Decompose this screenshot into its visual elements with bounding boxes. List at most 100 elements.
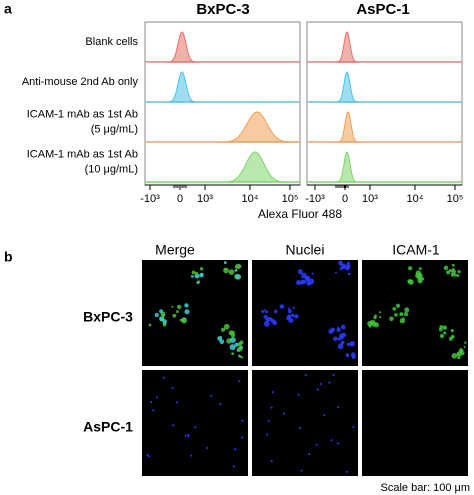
nucleus	[352, 426, 355, 429]
cell	[229, 344, 236, 351]
cell	[439, 333, 445, 339]
nucleus	[271, 391, 274, 394]
nucleus	[190, 454, 193, 457]
cell	[438, 327, 443, 332]
nucleus	[266, 433, 269, 436]
cell	[270, 318, 275, 324]
nucleus	[270, 406, 273, 409]
cell	[194, 271, 199, 276]
cell	[347, 261, 351, 264]
histogram-peak	[334, 31, 360, 63]
cell	[379, 311, 382, 314]
column-title: ICAM-1	[392, 242, 440, 258]
cell	[347, 272, 351, 276]
nucleus	[241, 419, 244, 422]
cell	[305, 277, 310, 282]
cell	[456, 353, 460, 356]
nucleus	[241, 436, 244, 439]
column-title: Merge	[155, 242, 195, 258]
cell	[457, 270, 461, 274]
cell	[336, 327, 341, 332]
cell	[190, 274, 194, 278]
nucleus	[315, 443, 318, 446]
cell	[171, 305, 174, 308]
cell	[263, 321, 270, 327]
x-tick-label: 10⁴	[242, 193, 259, 205]
cell	[338, 260, 343, 266]
cell	[292, 306, 296, 309]
histogram-peak	[334, 151, 360, 183]
cell	[395, 303, 401, 308]
nucleus	[171, 386, 174, 389]
nucleus	[155, 396, 158, 399]
nucleus	[234, 448, 237, 451]
cell	[223, 267, 229, 274]
nucleus	[298, 427, 301, 430]
cell	[347, 263, 350, 267]
cell	[297, 269, 303, 275]
cell	[230, 332, 236, 338]
cell	[162, 319, 167, 324]
cell	[228, 269, 235, 275]
axis-label: Alexa Fluor 488	[258, 207, 342, 221]
micrograph	[252, 370, 358, 476]
cell	[184, 309, 190, 315]
nucleus	[176, 401, 179, 404]
cell	[219, 336, 222, 339]
cell	[345, 353, 350, 358]
x-tick-label: -10³	[305, 193, 325, 205]
cell	[273, 309, 278, 314]
nucleus	[206, 447, 209, 450]
row-label: BxPC-3	[83, 309, 133, 325]
cell	[235, 274, 242, 280]
cell	[404, 307, 410, 313]
cell	[265, 316, 271, 322]
cell	[464, 341, 467, 344]
cell	[161, 314, 165, 318]
x-tick-label: 0	[342, 193, 348, 205]
cell	[337, 343, 344, 350]
nucleus	[308, 453, 311, 456]
panel-label: a	[4, 1, 12, 17]
nucleus	[332, 373, 335, 376]
cell	[240, 355, 244, 359]
histogram-peak	[218, 151, 292, 183]
cell	[330, 327, 336, 333]
nucleus	[238, 380, 241, 383]
cell	[301, 272, 307, 279]
nucleus	[337, 405, 340, 408]
x-tick-label: 10⁴	[407, 193, 424, 205]
histogram-peak	[335, 111, 361, 143]
cell	[230, 337, 236, 343]
nucleus	[184, 434, 187, 437]
nucleus	[330, 439, 333, 442]
cell	[239, 340, 244, 345]
cell	[444, 332, 447, 335]
column-title: Nuclei	[286, 242, 325, 258]
row-label: (5 μg/mL)	[91, 123, 138, 135]
nucleus	[232, 465, 235, 468]
cell	[453, 273, 457, 277]
plot-frame	[306, 21, 463, 186]
x-tick-label: 10⁵	[282, 193, 299, 205]
cell	[181, 317, 187, 324]
plot-frame	[144, 21, 301, 186]
nucleus	[297, 393, 300, 396]
nucleus	[323, 414, 326, 417]
nucleus	[267, 419, 270, 422]
cell	[235, 263, 242, 270]
cell	[234, 268, 238, 272]
cell	[200, 272, 204, 276]
cell	[407, 279, 412, 284]
row-label: (10 μg/mL)	[85, 163, 138, 175]
nucleus	[146, 453, 149, 456]
micrograph	[142, 370, 248, 476]
cell	[265, 310, 268, 314]
cell	[261, 310, 265, 314]
cell	[281, 304, 285, 308]
cell	[220, 327, 226, 332]
cell	[456, 274, 460, 278]
cell	[154, 312, 159, 318]
cell	[334, 271, 338, 274]
